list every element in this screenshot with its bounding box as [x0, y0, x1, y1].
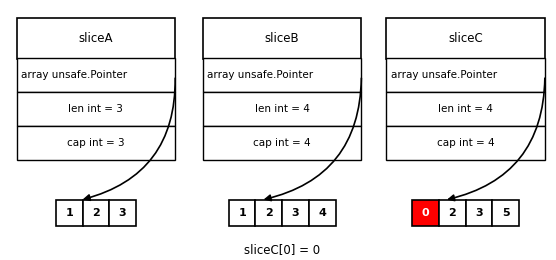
Text: array unsafe.Pointer: array unsafe.Pointer: [391, 70, 497, 80]
Text: 2: 2: [92, 208, 100, 218]
Text: len int = 4: len int = 4: [438, 104, 493, 114]
Bar: [282, 200, 309, 226]
Bar: [203, 18, 361, 58]
Text: len int = 4: len int = 4: [255, 104, 310, 114]
Text: array unsafe.Pointer: array unsafe.Pointer: [207, 70, 314, 80]
Text: cap int = 3: cap int = 3: [67, 138, 125, 148]
Text: array unsafe.Pointer: array unsafe.Pointer: [21, 70, 127, 80]
Text: 4: 4: [318, 208, 326, 218]
Text: sliceC[0] = 0: sliceC[0] = 0: [244, 243, 320, 256]
Text: 2: 2: [265, 208, 272, 218]
Text: sliceB: sliceB: [265, 32, 300, 45]
Bar: [439, 200, 466, 226]
Bar: [17, 126, 175, 160]
Text: 1: 1: [66, 208, 73, 218]
Text: cap int = 4: cap int = 4: [437, 138, 494, 148]
Bar: [17, 92, 175, 126]
Bar: [203, 126, 361, 160]
Text: sliceA: sliceA: [78, 32, 113, 45]
Text: 3: 3: [292, 208, 299, 218]
Text: 0: 0: [422, 208, 429, 218]
Text: len int = 3: len int = 3: [68, 104, 123, 114]
Bar: [17, 18, 175, 58]
Bar: [82, 200, 109, 226]
Bar: [109, 200, 136, 226]
Bar: [203, 58, 361, 92]
Bar: [386, 92, 545, 126]
Bar: [386, 18, 545, 58]
Text: 3: 3: [475, 208, 483, 218]
Text: cap int = 4: cap int = 4: [254, 138, 311, 148]
Bar: [466, 200, 493, 226]
Bar: [255, 200, 282, 226]
Bar: [386, 58, 545, 92]
Bar: [203, 92, 361, 126]
Text: 1: 1: [239, 208, 246, 218]
Bar: [309, 200, 336, 226]
Bar: [17, 58, 175, 92]
Bar: [386, 126, 545, 160]
Bar: [493, 200, 519, 226]
Text: sliceC: sliceC: [448, 32, 483, 45]
Text: 2: 2: [449, 208, 456, 218]
Text: 5: 5: [502, 208, 509, 218]
Bar: [229, 200, 255, 226]
Bar: [56, 200, 82, 226]
Bar: [412, 200, 439, 226]
Text: 3: 3: [119, 208, 126, 218]
